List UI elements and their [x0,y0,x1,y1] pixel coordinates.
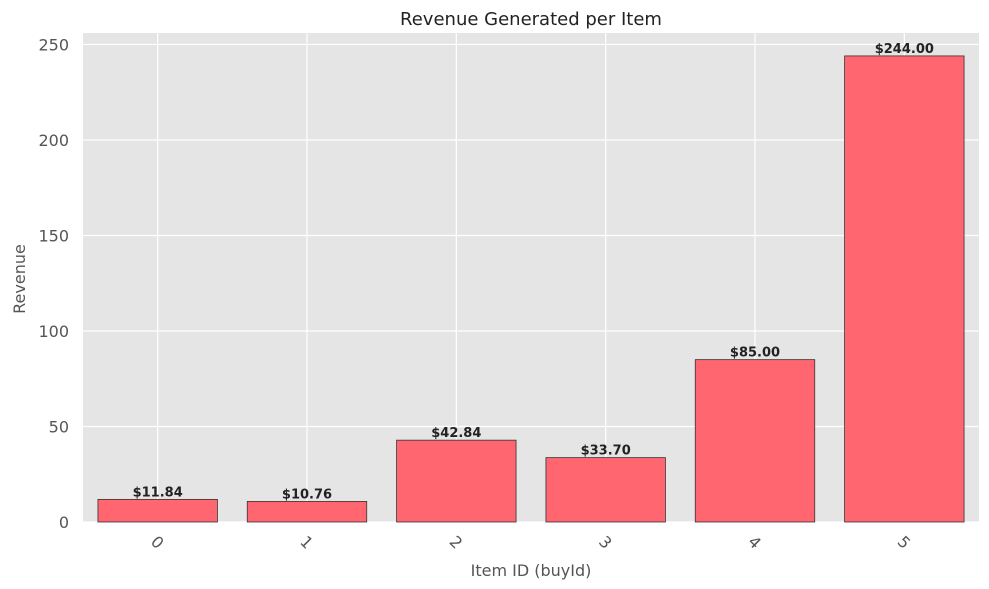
x-axis-ticks: 0 1 2 3 4 5 [147,532,914,553]
chart-title: Revenue Generated per Item [400,9,662,30]
y-tick-label: 0 [59,513,69,532]
plot-area [83,33,979,522]
bar-item-4 [694,359,816,523]
x-tick-label: 3 [595,532,616,553]
data-label-item-5: $244.00 [875,42,934,57]
x-axis-label: Item ID (buyId) [471,561,592,580]
x-tick-label: 1 [296,532,317,553]
y-axis-label: Revenue [10,244,29,314]
x-tick-label: 0 [147,532,168,553]
x-tick-label: 4 [744,532,765,553]
data-label-item-2: $42.84 [431,426,481,441]
bar-item-5 [844,55,965,523]
data-label-item-0: $11.84 [133,485,183,500]
data-label-item-1: $10.76 [282,487,332,502]
bar-item-1 [246,501,368,523]
bar-item-3 [545,457,666,523]
y-tick-label: 50 [49,417,69,436]
y-tick-label: 150 [38,226,69,245]
bars [97,55,965,523]
bar-item-0 [97,498,218,523]
y-axis-ticks: 0 50 100 150 200 250 [38,35,69,532]
y-tick-label: 250 [38,35,69,54]
data-labels: $11.84 $10.76 $42.84 $33.70 $85.00 $244.00 [133,42,934,503]
bar-item-2 [396,439,517,523]
x-tick-label: 5 [894,532,915,553]
x-tick-label: 2 [446,532,467,553]
y-tick-label: 100 [38,322,69,341]
data-label-item-4: $85.00 [730,346,780,361]
data-label-item-3: $33.70 [581,444,631,459]
y-tick-label: 200 [38,131,69,150]
